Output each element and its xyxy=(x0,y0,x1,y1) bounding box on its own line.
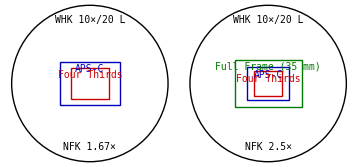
Text: APS-C: APS-C xyxy=(75,64,105,74)
Bar xyxy=(71,68,108,99)
Bar xyxy=(255,71,282,96)
Bar xyxy=(247,67,289,100)
Text: Four Thirds: Four Thirds xyxy=(58,70,122,80)
Text: WHK 10×/20 L: WHK 10×/20 L xyxy=(233,15,303,25)
Text: NFK 2.5×: NFK 2.5× xyxy=(245,142,292,152)
Bar xyxy=(234,60,302,107)
Text: Full Frame (35 mm): Full Frame (35 mm) xyxy=(215,62,321,72)
Text: APS-C: APS-C xyxy=(253,70,283,80)
Text: WHK 10×/20 L: WHK 10×/20 L xyxy=(55,15,125,25)
Text: Four Thirds: Four Thirds xyxy=(236,74,300,84)
Bar xyxy=(60,62,120,105)
Text: NFK 1.67×: NFK 1.67× xyxy=(63,142,116,152)
